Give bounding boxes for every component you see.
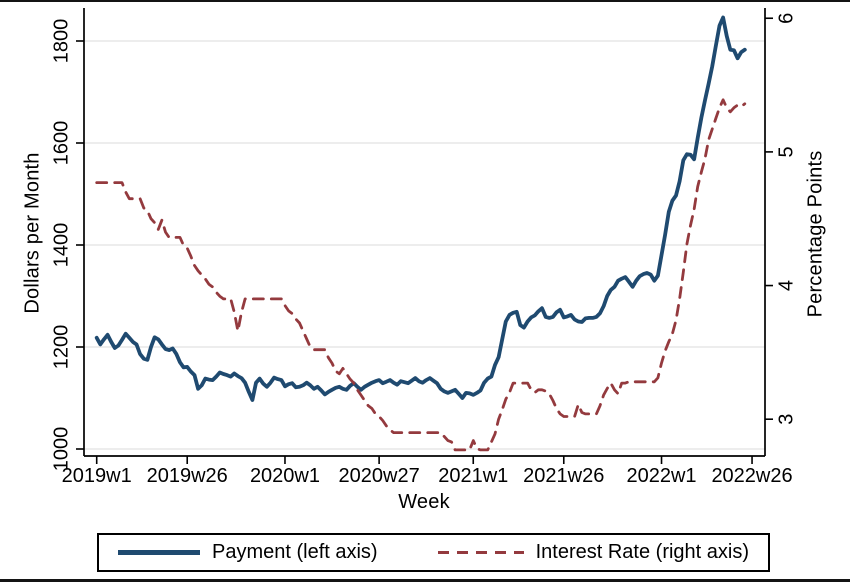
x-tick-label: 2019w26 [147, 465, 228, 487]
figure-bottom-border [0, 579, 850, 582]
line-chart: 1000 1200 1400 1600 1800 3 4 5 6 2019w1 2019w26 202… [50, 8, 797, 487]
interest-rate-line [95, 98, 747, 452]
x-tick-label: 2019w1 [62, 465, 132, 487]
right-axis-title: Percentage Points [804, 150, 827, 318]
right-tick-label: 5 [775, 146, 797, 157]
payment-line-sample-icon [117, 550, 200, 555]
left-tick-label: 1400 [50, 223, 72, 268]
x-tick-label: 2021w26 [523, 465, 604, 487]
payment-line [94, 15, 747, 402]
figure-top-border [0, 0, 850, 2]
x-tick-label: 2021w1 [438, 465, 508, 487]
left-axis-title: Dollars per Month [21, 152, 44, 314]
left-tick-label: 1000 [50, 427, 72, 472]
x-tick-label: 2020w1 [250, 465, 320, 487]
right-tick-label: 3 [775, 414, 797, 425]
left-tick-label: 1800 [50, 19, 72, 64]
legend: Payment (left axis) Interest Rate (right… [97, 533, 770, 572]
left-tick-label: 1200 [50, 325, 72, 370]
x-tick-label: 2022w26 [711, 465, 792, 487]
interest-line-sample-icon [437, 551, 524, 554]
x-tick-label: 2020w27 [339, 465, 420, 487]
right-tick-label: 6 [775, 13, 797, 24]
legend-label-interest: Interest Rate (right axis) [535, 541, 750, 563]
legend-label-payment: Payment (left axis) [211, 541, 378, 563]
right-tick-label: 4 [775, 280, 797, 291]
x-axis-title: Week [398, 491, 450, 513]
left-tick-label: 1600 [50, 121, 72, 166]
x-tick-label: 2022w1 [626, 465, 696, 487]
